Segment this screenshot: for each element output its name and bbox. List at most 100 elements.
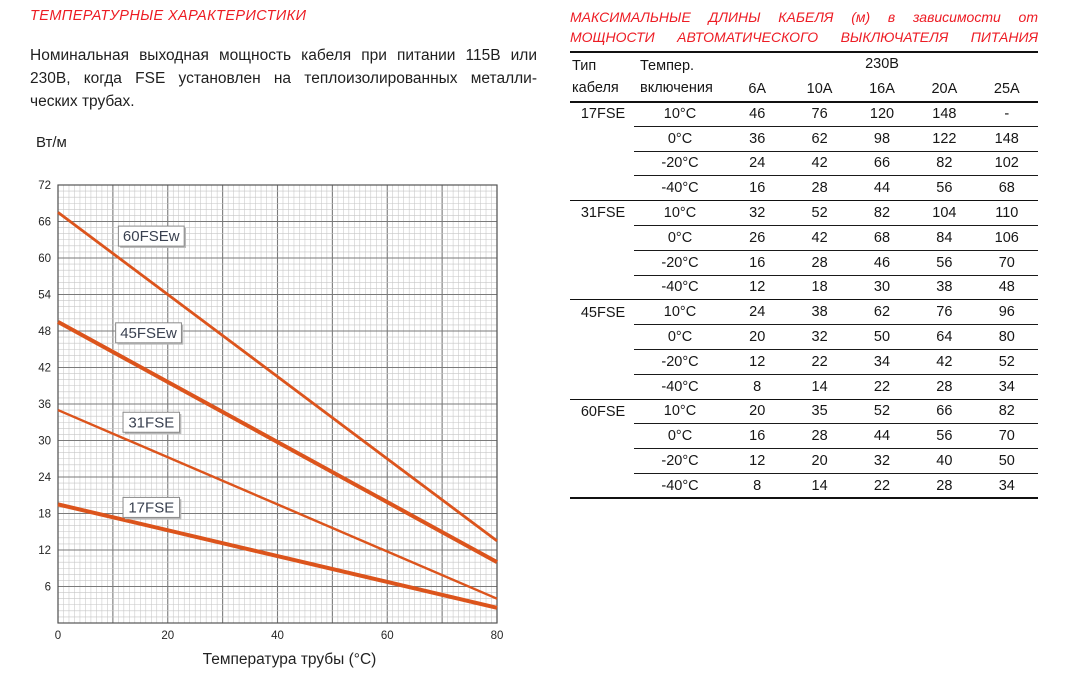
length-value-cell: 46 (726, 101, 789, 127)
length-value-cell: 34 (975, 473, 1038, 500)
series-label-box (122, 496, 181, 518)
length-value-cell: 28 (913, 473, 976, 500)
length-value-cell: 82 (913, 151, 976, 177)
length-value-cell: 62 (850, 299, 914, 326)
switch-temp-cell: -40°C (634, 175, 726, 202)
col-header-amp: 6A (748, 80, 767, 97)
table-row: 17FSE 10°C 46 76 120 148- (570, 101, 1038, 127)
switch-temp-cell: 10°C (634, 399, 726, 425)
length-value-cell: 40 (913, 448, 976, 474)
switch-temp-cell: -20°C (634, 349, 726, 375)
length-value-cell: 22 (850, 374, 914, 400)
axis-tick-labels: 6 12 18 24 30 36 42 48 54 60 66 72 0 20 40 60 80 (38, 180, 503, 642)
table-row: -20°C 16 28 46 56 70 (570, 250, 1038, 276)
cable-length-section: МАКСИМАЛЬНЫЕ ДЛИНЫ КАБЕЛЯ (м) в зависимо… (570, 8, 1038, 500)
length-value-cell: 34 (975, 374, 1038, 400)
switch-temp-cell: -40°C (634, 473, 726, 500)
cable-type-cell (570, 374, 634, 400)
table-row: -40°C 12 18 30 38 48 (570, 275, 1038, 301)
section-title: ТЕМПЕРАТУРНЫЕ ХАРАКТЕРИСТИКИ (30, 8, 307, 24)
switch-temp-cell: -40°C (634, 275, 726, 301)
length-value-cell: 36 (726, 126, 789, 152)
cable-type-cell (570, 250, 634, 275)
switch-temp-cell: 10°C (634, 101, 726, 127)
switch-temp-cell: -40°C (634, 374, 726, 400)
cable-type-cell (570, 175, 634, 202)
length-value-cell: 122 (913, 126, 976, 152)
length-value-cell: 56 (913, 250, 976, 276)
series-label-text: 31FSE (128, 414, 174, 431)
length-value-cell: 64 (913, 324, 976, 350)
table-row: 0°C 26 42 68 84 106 (570, 225, 1038, 251)
cable-type-cell (570, 325, 634, 350)
table-row: -40°C 16 28 44 56 68 (570, 175, 1038, 202)
x-axis-title: Температура трубы (°C) (203, 651, 377, 668)
series-label-text: 45FSEw (120, 325, 177, 342)
length-value-cell: 68 (850, 225, 914, 251)
series-label-box (117, 225, 185, 247)
series-label-box (115, 322, 182, 344)
length-value-cell: 52 (850, 399, 914, 425)
length-value-cell: 76 (788, 101, 851, 127)
cable-type-cell (570, 225, 634, 250)
length-value-cell: 28 (788, 250, 851, 276)
length-value-cell: 16 (726, 250, 789, 276)
length-value-cell: 68 (975, 175, 1038, 202)
cable-type-cell (570, 473, 634, 500)
table-row: -40°C 8 14 22 28 34 (570, 374, 1038, 400)
length-value-cell: 30 (850, 275, 914, 301)
length-value-cell: 42 (788, 151, 851, 177)
switch-temp-cell: -20°C (634, 151, 726, 177)
cable-type-cell (570, 424, 634, 449)
series-line-31FSE (57, 408, 498, 600)
length-value-cell: 34 (850, 349, 914, 375)
length-value-cell: 12 (726, 349, 789, 375)
length-value-cell: 104 (913, 200, 976, 226)
cable-length-table: Тип кабеля Темпер. включения 230В 6A 10A… (570, 50, 1038, 500)
series-line-17FSE (57, 502, 498, 610)
y-axis-unit-label: Вт/м (36, 134, 67, 151)
switch-temp-cell: 10°C (634, 299, 726, 326)
length-value-cell: 28 (788, 423, 851, 450)
length-value-cell: 20 (726, 399, 789, 425)
table-title-line: МОЩНОСТИ АВТОМАТИЧЕСКОГО ВЫКЛЮЧАТЕЛЯ ПИТ… (570, 28, 1038, 45)
length-value-cell: 20 (726, 324, 789, 350)
length-value-cell: 28 (913, 374, 976, 400)
length-value-cell: 56 (913, 175, 976, 202)
length-value-cell: 16 (726, 423, 789, 450)
cable-type-cell: 60FSE (580, 403, 626, 420)
length-value-cell: 22 (850, 473, 914, 500)
length-value-cell: 120 (850, 101, 914, 127)
y-tick-label: 72 (38, 180, 51, 192)
x-tick-label: 0 (55, 630, 61, 642)
length-value-cell: 50 (850, 324, 914, 350)
table-row: 31FSE 10°C 32 52 82 104 110 (570, 200, 1038, 226)
length-value-cell: 66 (913, 399, 976, 425)
length-value-cell: 22 (788, 349, 851, 375)
length-value-cell: 148 (975, 126, 1038, 152)
length-value-cell: 20 (788, 448, 851, 474)
y-tick-label: 60 (38, 253, 51, 265)
length-value-cell: 26 (726, 225, 789, 251)
switch-temp-cell: 0°C (634, 126, 726, 152)
switch-temp-cell: 0°C (634, 423, 726, 450)
cable-type-cell: 45FSE (580, 304, 626, 321)
cable-type-cell (570, 151, 634, 176)
length-value-cell: 42 (788, 225, 851, 251)
series-label-text: 60FSEw (123, 228, 180, 245)
intro-paragraph-line: 230В, когда FSE установлен на теплоизоли… (30, 70, 537, 87)
cable-type-cell: 31FSE (580, 205, 626, 222)
length-value-cell: - (975, 101, 1038, 127)
length-value-cell: 80 (975, 324, 1038, 350)
length-value-cell: 12 (726, 448, 789, 474)
length-value-cell: 52 (788, 200, 851, 226)
length-value-cell: 62 (788, 126, 851, 152)
x-tick-label: 60 (381, 630, 394, 642)
length-value-cell: 42 (913, 349, 976, 375)
length-value-cell: 70 (975, 423, 1038, 450)
col-header-amp: 10A (806, 80, 833, 97)
table-row: -20°C 12 22 34 42 52 (570, 349, 1038, 375)
y-tick-label: 24 (38, 472, 51, 484)
col-header-switch-temp: Темпер. включения (640, 57, 713, 96)
